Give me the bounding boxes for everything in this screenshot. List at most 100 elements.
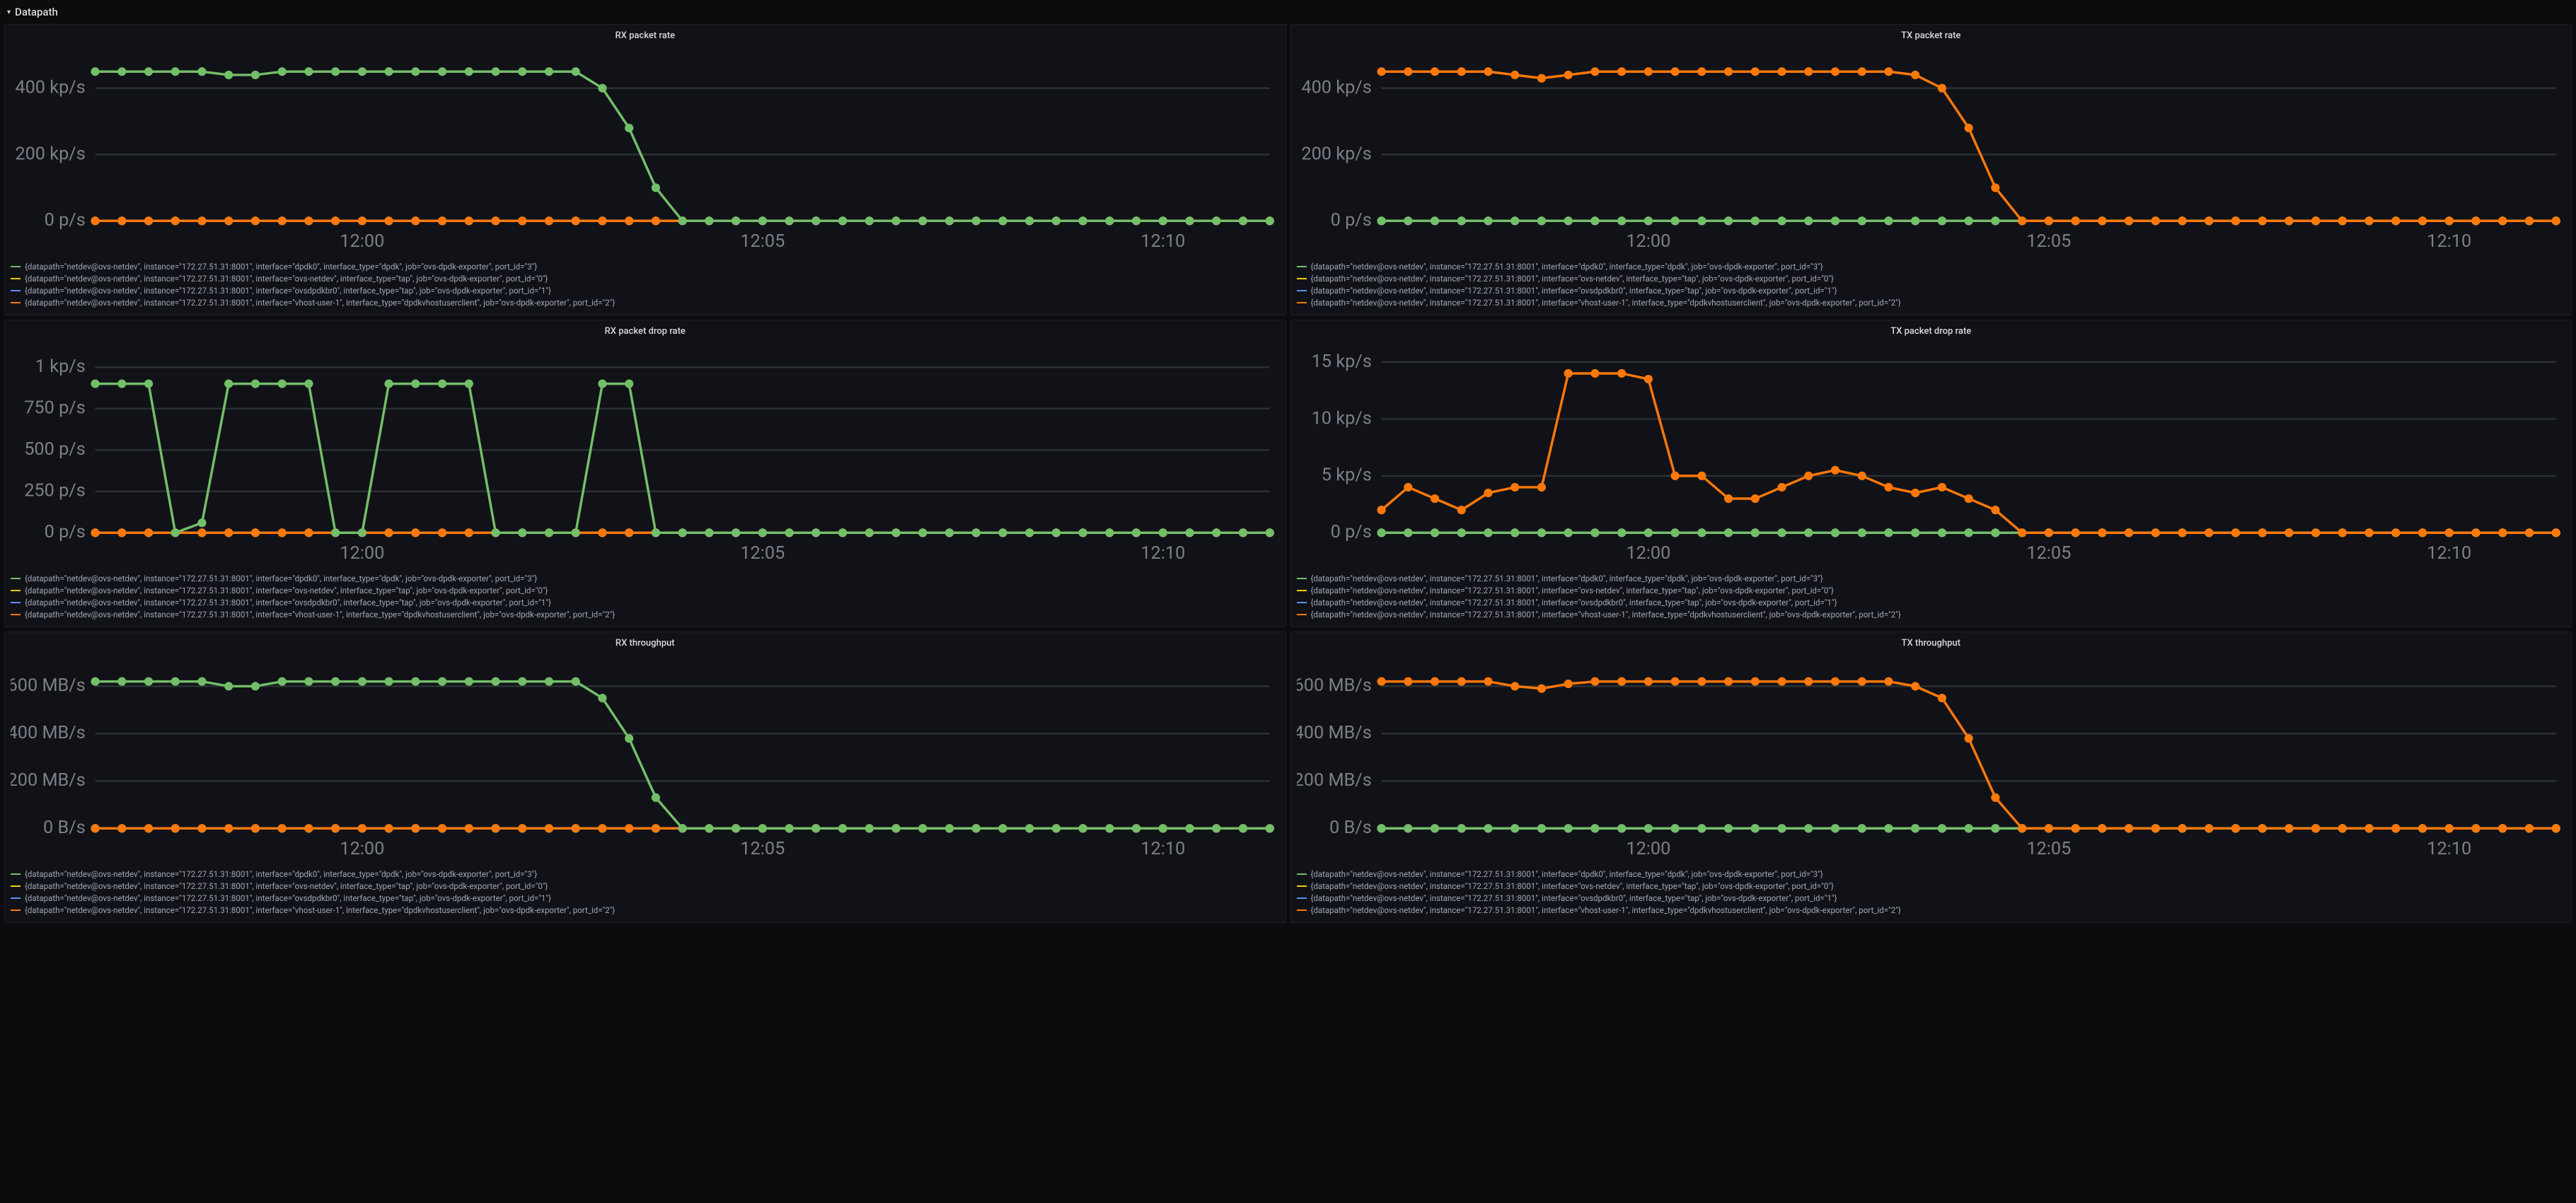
svg-text:600 MB/s: 600 MB/s [11,675,86,696]
svg-text:12:00: 12:00 [340,231,384,252]
chevron-down-icon: ▾ [7,8,11,16]
legend-item[interactable]: {datapath="netdev@ovs-netdev", instance=… [11,597,1280,609]
svg-text:15 kp/s: 15 kp/s [1311,351,1371,372]
panels-grid: RX packet rate 0 p/s 200 kp/s 400 kp/s 12:0… [3,21,2573,926]
legend-item[interactable]: {datapath="netdev@ovs-netdev", instance=… [1297,881,2566,893]
legend-item[interactable]: {datapath="netdev@ovs-netdev", instance=… [1297,905,2566,917]
legend-item[interactable]: {datapath="netdev@ovs-netdev", instance=… [11,893,1280,905]
svg-text:750 p/s: 750 p/s [24,398,86,419]
legend-color-swatch [11,578,21,579]
svg-text:12:05: 12:05 [2026,839,2071,859]
svg-text:0 p/s: 0 p/s [1330,210,1371,231]
legend-color-swatch [1297,885,1307,887]
legend: {datapath="netdev@ovs-netdev", instance=… [1297,261,2566,309]
legend-color-swatch [1297,873,1307,875]
svg-text:12:10: 12:10 [1140,231,1185,252]
svg-text:200 kp/s: 200 kp/s [1301,144,1371,164]
legend-item[interactable]: {datapath="netdev@ovs-netdev", instance=… [1297,573,2566,585]
panel-tx_packet_drop_rate[interactable]: TX packet drop rate 0 p/s5 kp/s10 kp/s15… [1290,320,2572,627]
svg-text:12:00: 12:00 [1626,231,1670,252]
legend-item[interactable]: {datapath="netdev@ovs-netdev", instance=… [1297,597,2566,609]
legend-item[interactable]: {datapath="netdev@ovs-netdev", instance=… [1297,297,2566,309]
chart[interactable]: 0 p/s250 p/s500 p/s750 p/s1 kp/s12:0012:… [11,341,1280,569]
legend-label: {datapath="netdev@ovs-netdev", instance=… [25,905,615,915]
legend-item[interactable]: {datapath="netdev@ovs-netdev", instance=… [11,609,1280,621]
panel-rx_throughput[interactable]: RX throughput 0 B/s200 MB/s400 MB/s600 M… [4,632,1286,923]
legend-color-swatch [1297,897,1307,899]
svg-text:12:00: 12:00 [1626,543,1670,564]
legend-label: {datapath="netdev@ovs-netdev", instance=… [25,274,548,284]
legend-item[interactable]: {datapath="netdev@ovs-netdev", instance=… [11,585,1280,597]
legend-color-swatch [11,909,21,911]
svg-text:12:05: 12:05 [2026,231,2071,252]
svg-text:400 kp/s: 400 kp/s [1301,78,1371,98]
section-title: Datapath [15,6,58,18]
legend-item[interactable]: {datapath="netdev@ovs-netdev", instance=… [1297,868,2566,881]
legend: {datapath="netdev@ovs-netdev", instance=… [1297,868,2566,917]
svg-text:250 p/s: 250 p/s [24,481,86,501]
legend-color-swatch [1297,290,1307,291]
legend-item[interactable]: {datapath="netdev@ovs-netdev", instance=… [11,273,1280,285]
legend-label: {datapath="netdev@ovs-netdev", instance=… [1311,610,1901,620]
panel-title: TX packet rate [1297,29,2566,45]
svg-text:12:05: 12:05 [740,839,785,859]
svg-text:12:05: 12:05 [740,231,785,252]
legend-item[interactable]: {datapath="netdev@ovs-netdev", instance=… [11,881,1280,893]
legend-item[interactable]: {datapath="netdev@ovs-netdev", instance=… [1297,273,2566,285]
legend-label: {datapath="netdev@ovs-netdev", instance=… [25,869,537,879]
legend-label: {datapath="netdev@ovs-netdev", instance=… [25,893,551,903]
panel-tx_packet_rate[interactable]: TX packet rate 0 p/s 200 kp/s 400 kp/s 12:0… [1290,24,2572,315]
legend-item[interactable]: {datapath="netdev@ovs-netdev", instance=… [11,573,1280,585]
chart[interactable]: 0 B/s200 MB/s400 MB/s600 MB/s12:0012:051… [1297,653,2566,864]
svg-text:1 kp/s: 1 kp/s [35,356,86,377]
svg-text:200 MB/s: 200 MB/s [1297,770,1372,791]
legend-color-swatch [1297,578,1307,579]
panel-rx_packet_drop_rate[interactable]: RX packet drop rate 0 p/s250 p/s500 p/s7… [4,320,1286,627]
panel-rx_packet_rate[interactable]: RX packet rate 0 p/s200 kp/s400 kp/s12:0… [4,24,1286,315]
svg-text:600 MB/s: 600 MB/s [1297,675,1372,696]
panel-tx_throughput[interactable]: TX throughput 0 B/s200 MB/s400 MB/s600 M… [1290,632,2572,923]
legend-item[interactable]: {datapath="netdev@ovs-netdev", instance=… [1297,893,2566,905]
legend-label: {datapath="netdev@ovs-netdev", instance=… [25,610,615,620]
section-header[interactable]: ▾ Datapath [3,3,2573,21]
svg-text:12:10: 12:10 [2427,839,2471,859]
legend-color-swatch [1297,909,1307,911]
svg-text:12:10: 12:10 [1140,839,1185,859]
legend: {datapath="netdev@ovs-netdev", instance=… [1297,573,2566,621]
panel-title: TX throughput [1297,637,2566,653]
chart[interactable]: 0 p/s5 kp/s10 kp/s15 kp/s12:0012:0512:10 [1297,341,2566,569]
chart[interactable]: 0 p/s200 kp/s400 kp/s12:0012:0512:10 [11,45,1280,257]
legend-label: {datapath="netdev@ovs-netdev", instance=… [25,298,615,308]
legend-color-swatch [11,290,21,291]
legend: {datapath="netdev@ovs-netdev", instance=… [11,868,1280,917]
legend-label: {datapath="netdev@ovs-netdev", instance=… [25,881,548,891]
legend-label: {datapath="netdev@ovs-netdev", instance=… [1311,893,1837,903]
legend-item[interactable]: {datapath="netdev@ovs-netdev", instance=… [11,868,1280,881]
panel-title: RX packet rate [11,29,1280,45]
legend-label: {datapath="netdev@ovs-netdev", instance=… [1311,586,1834,595]
legend-label: {datapath="netdev@ovs-netdev", instance=… [25,286,551,296]
legend-item[interactable]: {datapath="netdev@ovs-netdev", instance=… [1297,585,2566,597]
legend-label: {datapath="netdev@ovs-netdev", instance=… [1311,598,1837,608]
legend-item[interactable]: {datapath="netdev@ovs-netdev", instance=… [1297,609,2566,621]
svg-text:0 B/s: 0 B/s [1329,818,1372,838]
svg-text:400 MB/s: 400 MB/s [11,723,86,743]
chart[interactable]: 0 B/s200 MB/s400 MB/s600 MB/s12:0012:051… [11,653,1280,864]
svg-text:200 MB/s: 200 MB/s [11,770,86,791]
legend-label: {datapath="netdev@ovs-netdev", instance=… [25,574,537,583]
legend-item[interactable]: {datapath="netdev@ovs-netdev", instance=… [11,297,1280,309]
legend-item[interactable]: {datapath="netdev@ovs-netdev", instance=… [1297,285,2566,297]
legend-item[interactable]: {datapath="netdev@ovs-netdev", instance=… [11,261,1280,273]
legend-item[interactable]: {datapath="netdev@ovs-netdev", instance=… [1297,261,2566,273]
legend-color-swatch [1297,278,1307,279]
legend-item[interactable]: {datapath="netdev@ovs-netdev", instance=… [11,285,1280,297]
panel-title: RX packet drop rate [11,325,1280,341]
legend-label: {datapath="netdev@ovs-netdev", instance=… [1311,286,1837,296]
legend-color-swatch [11,602,21,603]
legend-color-swatch [11,614,21,615]
svg-text:10 kp/s: 10 kp/s [1311,408,1371,429]
legend-label: {datapath="netdev@ovs-netdev", instance=… [1311,905,1901,915]
legend-item[interactable]: {datapath="netdev@ovs-netdev", instance=… [11,905,1280,917]
chart[interactable]: 0 p/s200 kp/s400 kp/s12:0012:0512:10 [1297,45,2566,257]
legend-label: {datapath="netdev@ovs-netdev", instance=… [25,598,551,608]
